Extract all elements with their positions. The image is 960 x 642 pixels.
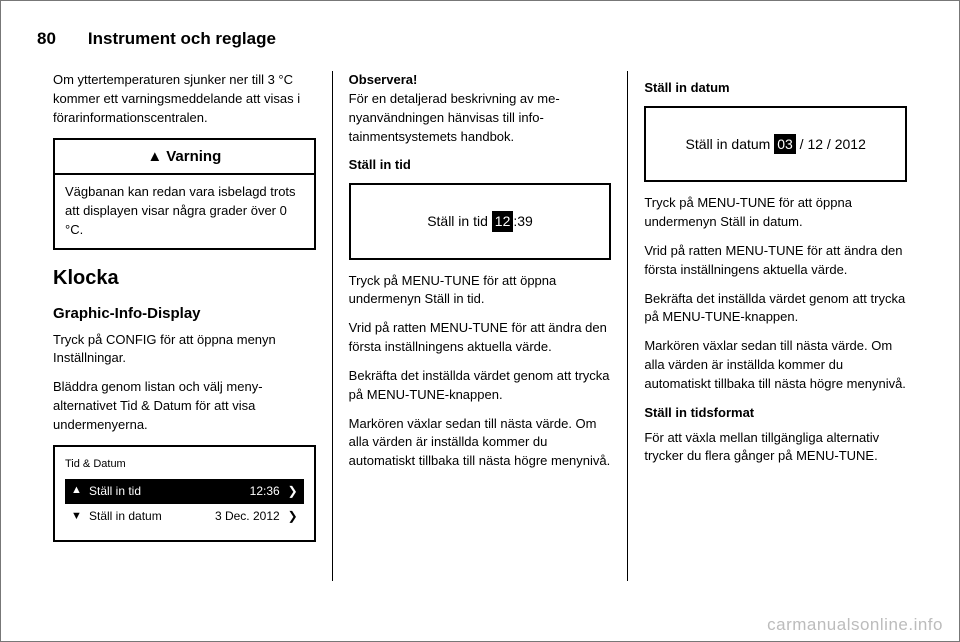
- chevron-down-icon: ▼: [71, 509, 81, 525]
- observera-body: För en detaljerad beskrivning av me­nyan…: [349, 91, 560, 144]
- lcd-set-date-value: Ställ in datum 03 / 12 / 2012: [646, 108, 905, 180]
- lcd-time-date-menu: Tid & Datum ▲ Ställ in tid 12:36 ❯ ▼ Stä…: [53, 445, 316, 542]
- column-3: Ställ in datum Ställ in datum 03 / 12 / …: [627, 71, 923, 581]
- gid-paragraph-2: Bläddra genom listan och välj meny­alter…: [53, 378, 316, 435]
- lcd-prefix: Ställ in tid: [427, 213, 492, 229]
- lcd-row-value: 12:36: [250, 483, 280, 500]
- set-date-heading: Ställ in datum: [644, 79, 907, 98]
- warning-header: ▲ Varning: [55, 140, 314, 176]
- lcd-highlight: 12: [492, 211, 514, 231]
- lcd-set-date: Ställ in datum 03 / 12 / 2012: [644, 106, 907, 182]
- chevron-right-icon: ❯: [288, 483, 298, 500]
- column-1: Om yttertemperaturen sjunker ner till 3 …: [37, 71, 332, 581]
- column-2: Observera! För en detaljerad beskrivning…: [332, 71, 628, 581]
- col2-paragraph-4: Markören växlar sedan till nästa värde. …: [349, 415, 612, 472]
- lcd-row-set-date: ▼ Ställ in datum 3 Dec. 2012 ❯: [65, 504, 304, 529]
- lcd-set-time: Ställ in tid 12:39: [349, 183, 612, 259]
- watermark: carmanualsonline.info: [767, 615, 943, 635]
- lcd-menu-title: Tid & Datum: [65, 457, 304, 473]
- set-time-heading: Ställ in tid: [349, 156, 612, 175]
- warning-body: Vägbanan kan redan vara isbe­lagd trots …: [55, 175, 314, 248]
- col2-paragraph-3: Bekräfta det inställda värdet genom att …: [349, 367, 612, 405]
- warning-title: Varning: [166, 146, 221, 168]
- lcd-row-set-time: ▲ Ställ in tid 12:36 ❯: [65, 479, 304, 504]
- lcd-row-value: 3 Dec. 2012: [215, 508, 280, 525]
- col3-paragraph-4: Markören växlar sedan till nästa värde. …: [644, 337, 907, 394]
- chevron-up-icon: ▲: [71, 483, 81, 499]
- col3-paragraph-2: Vrid på ratten MENU-TUNE för att ändra d…: [644, 242, 907, 280]
- chevron-right-icon: ❯: [288, 508, 298, 525]
- gid-paragraph-1: Tryck på CONFIG för att öppna menyn Inst…: [53, 331, 316, 369]
- lcd-prefix: Ställ in datum: [686, 136, 775, 152]
- set-time-format-heading: Ställ in tidsformat: [644, 404, 907, 423]
- warning-triangle-icon: ▲: [147, 149, 162, 164]
- lcd-set-time-value: Ställ in tid 12:39: [351, 185, 610, 257]
- chapter-title: Instrument och reglage: [88, 29, 276, 49]
- graphic-info-display-heading: Graphic-Info-Display: [53, 303, 316, 325]
- intro-paragraph: Om yttertemperaturen sjunker ner till 3 …: [53, 71, 316, 128]
- klocka-heading: Klocka: [53, 264, 316, 293]
- lcd-highlight: 03: [774, 134, 796, 154]
- content-columns: Om yttertemperaturen sjunker ner till 3 …: [37, 71, 923, 581]
- warning-box: ▲ Varning Vägbanan kan redan vara isbe­l…: [53, 138, 316, 250]
- page-number: 80: [37, 29, 56, 49]
- lcd-row-label: Ställ in tid: [89, 483, 242, 500]
- col3-paragraph-1: Tryck på MENU-TUNE för att öppna underme…: [644, 194, 907, 232]
- lcd-suffix: / 12 / 2012: [796, 136, 866, 152]
- col2-paragraph-2: Vrid på ratten MENU-TUNE för att ändra d…: [349, 319, 612, 357]
- col3-paragraph-3: Bekräfta det inställda värdet genom att …: [644, 290, 907, 328]
- lcd-row-label: Ställ in datum: [89, 508, 207, 525]
- lcd-suffix: :39: [513, 213, 532, 229]
- col2-paragraph-1: Tryck på MENU-TUNE för att öppna underme…: [349, 272, 612, 310]
- set-time-format-body: För att växla mellan tillgängliga alter­…: [644, 429, 907, 467]
- observera-heading: Observera!: [349, 72, 418, 87]
- observera-paragraph: Observera! För en detaljerad beskrivning…: [349, 71, 612, 146]
